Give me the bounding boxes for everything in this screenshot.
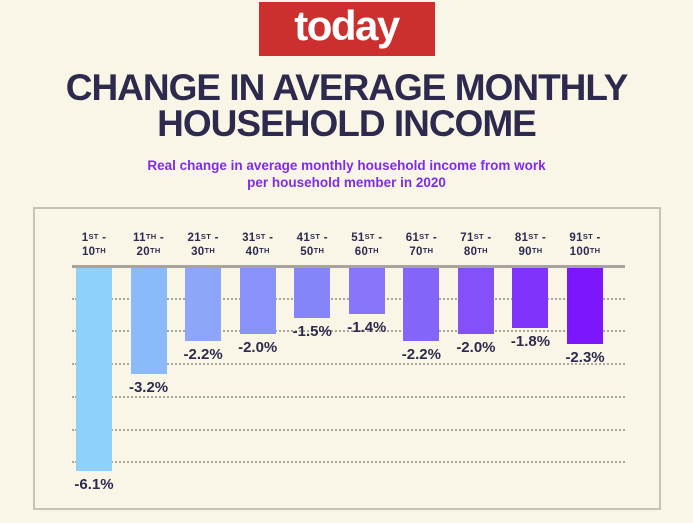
category-label: 91ST -100TH — [569, 232, 601, 258]
bar-column: 1ST -10TH -6.1% — [66, 209, 122, 508]
bar-value-label: -3.2% — [128, 379, 169, 397]
bar — [239, 268, 276, 335]
bar-column: 11TH -20TH -3.2% — [121, 209, 177, 508]
bar-column: 51ST -60TH -1.4% — [339, 209, 395, 508]
bar-column: 41ST -50TH -1.5% — [284, 209, 340, 508]
bar — [512, 268, 549, 328]
gridline — [72, 297, 625, 300]
bar — [403, 268, 440, 342]
bar — [76, 268, 112, 471]
bar-value-label: -1.4% — [347, 319, 387, 337]
category-label: 21ST -30TH — [187, 232, 219, 258]
gridline — [72, 428, 625, 431]
bar-column: 91ST -100TH -2.3% — [557, 209, 613, 508]
bar-column: 21ST -30TH -2.2% — [175, 209, 231, 508]
bar-value-label: -2.2% — [183, 346, 223, 364]
gridline — [72, 363, 625, 366]
bar-value-label: -2.0% — [238, 339, 278, 357]
bar — [348, 268, 385, 315]
today-logo-text: today — [294, 1, 400, 49]
bar-column: 71ST -80TH -2.0% — [448, 209, 504, 508]
category-label: 81ST -90TH — [514, 232, 547, 258]
bar-column: 31ST -40TH -2.0% — [230, 209, 286, 508]
bar-column: 81ST -90TH -1.8% — [502, 209, 558, 508]
category-label: 71ST -80TH — [460, 232, 492, 258]
bar-value-label: -1.5% — [292, 322, 332, 340]
bar — [567, 268, 604, 345]
category-label: 11TH -20TH — [133, 232, 165, 258]
bar-value-label: -1.8% — [510, 332, 551, 350]
category-label: 61ST -70TH — [405, 232, 437, 258]
chart-panel: 1ST -10TH -6.1% 11TH -20TH -3.2% 21ST -30TH -… — [33, 207, 661, 510]
bar — [130, 268, 167, 375]
page-subtitle: Real change in average monthly household… — [0, 157, 693, 191]
page-subtitle-line1: Real change in average monthly household… — [147, 158, 546, 173]
chart-baseline — [72, 265, 625, 268]
gridline — [72, 395, 625, 398]
category-label: 31ST -40TH — [242, 232, 274, 258]
bar-value-label: -2.2% — [401, 346, 441, 364]
bar — [185, 268, 222, 342]
today-logo: today — [258, 1, 435, 56]
bar-column: 61ST -70TH -2.2% — [393, 209, 449, 508]
category-label: 41ST -50TH — [296, 232, 328, 258]
bar-value-label: -6.1% — [74, 475, 114, 493]
bar — [457, 268, 494, 335]
category-label: 51ST -60TH — [351, 232, 383, 258]
gridline — [72, 461, 625, 464]
bar — [294, 268, 331, 318]
gridline — [72, 330, 625, 333]
category-label: 1ST -10TH — [81, 232, 107, 258]
page-title-line1: CHANGE IN AVERAGE MONTHLY — [65, 67, 629, 108]
page-title-line2: HOUSEHOLD INCOME — [157, 103, 537, 144]
page-subtitle-line2: per household member in 2020 — [247, 175, 446, 190]
page-title: CHANGE IN AVERAGE MONTHLY HOUSEHOLD INCO… — [0, 67, 693, 144]
bar-value-label: -2.0% — [456, 339, 496, 357]
bar-value-label: -2.3% — [565, 349, 605, 367]
